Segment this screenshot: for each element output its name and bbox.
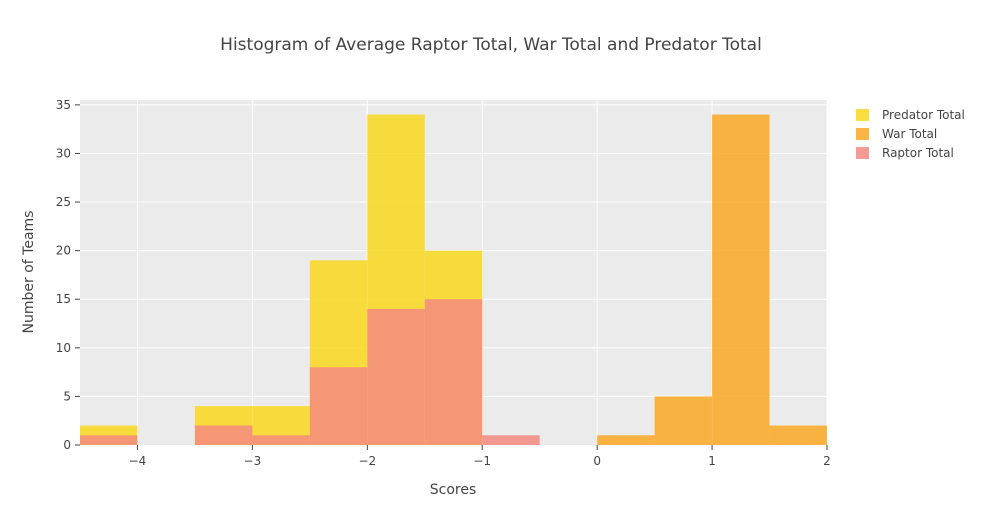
war-total-bar[interactable]: [597, 435, 655, 445]
raptor-total-bar[interactable]: [367, 308, 425, 445]
raptor-total-bar[interactable]: [424, 299, 483, 445]
x-axis-ticks: −4 −3 −2 −1 0 1 2: [129, 445, 831, 468]
x-axis-title: Scores: [430, 482, 477, 498]
x-tick-label: −3: [244, 454, 262, 468]
y-axis-ticks: 0 5 10 15 20 25 30 35: [56, 98, 80, 452]
legend-swatch: [856, 128, 869, 140]
legend-label: Raptor Total: [882, 146, 954, 160]
raptor-total-bar[interactable]: [482, 435, 540, 445]
legend-item-raptor-total[interactable]: Raptor Total: [856, 146, 954, 160]
x-tick-label: −1: [473, 454, 491, 468]
y-tick-label: 20: [56, 244, 71, 258]
war-total-bar[interactable]: [654, 396, 713, 445]
raptor-total-bar[interactable]: [80, 435, 138, 445]
y-tick-label: 25: [56, 195, 71, 209]
legend-label: War Total: [882, 127, 937, 141]
raptor-total-bar[interactable]: [252, 435, 310, 445]
legend[interactable]: Predator Total War Total Raptor Total: [856, 108, 965, 160]
legend-label: Predator Total: [882, 108, 965, 122]
raptor-total-bar[interactable]: [194, 425, 253, 445]
x-tick-label: 2: [823, 454, 831, 468]
y-axis-title: Number of Teams: [21, 211, 37, 334]
chart-title: Histogram of Average Raptor Total, War T…: [220, 35, 762, 55]
y-tick-label: 15: [56, 292, 71, 306]
y-tick-label: 35: [56, 98, 71, 112]
y-tick-label: 0: [63, 438, 71, 452]
legend-item-war-total[interactable]: War Total: [856, 127, 937, 141]
x-tick-label: −4: [129, 454, 147, 468]
x-tick-label: 0: [593, 454, 601, 468]
war-total-bar[interactable]: [769, 425, 827, 445]
legend-item-predator-total[interactable]: Predator Total: [856, 108, 965, 122]
war-total-bar[interactable]: [712, 114, 770, 446]
y-tick-label: 30: [56, 146, 71, 160]
raptor-total-bar[interactable]: [309, 367, 368, 445]
bars: [80, 114, 827, 446]
x-tick-label: 1: [708, 454, 716, 468]
legend-swatch: [856, 109, 869, 121]
y-tick-label: 5: [63, 389, 71, 403]
x-tick-label: −2: [358, 454, 376, 468]
y-tick-label: 10: [56, 341, 71, 355]
legend-swatch: [856, 147, 869, 159]
